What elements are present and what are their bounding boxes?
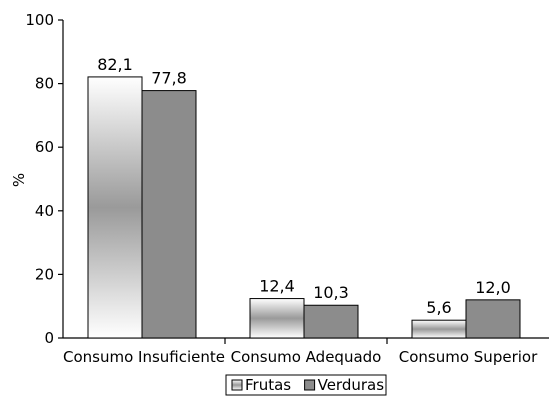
y-tick-label: 20 <box>35 265 54 283</box>
legend-swatch-frutas <box>231 379 243 391</box>
bar-frutas-0 <box>87 76 143 339</box>
plot-area: 0 20 40 60 80 100 82,1 77,8 Consumo Insuficiente… <box>25 11 549 366</box>
bar-frutas-1 <box>249 298 305 339</box>
data-label: 12,4 <box>259 277 295 296</box>
legend-swatch-verduras <box>304 379 316 391</box>
legend-label: Verduras <box>318 376 385 394</box>
data-label: 5,6 <box>426 298 451 317</box>
bar-verduras-2 <box>465 299 521 339</box>
bar-verduras-1 <box>303 304 359 339</box>
data-label: 10,3 <box>313 283 349 302</box>
y-axis-title: % <box>10 173 28 187</box>
category-label: Consumo Adequado <box>231 348 382 366</box>
y-tick-label: 60 <box>35 138 54 156</box>
y-tick-label: 40 <box>35 202 54 220</box>
legend: Frutas Verduras <box>225 374 387 396</box>
category-label: Consumo Insuficiente <box>63 348 225 366</box>
y-tick-label: 100 <box>25 11 54 29</box>
data-label: 12,0 <box>475 278 511 297</box>
category-label: Consumo Superior <box>399 348 538 366</box>
data-label: 82,1 <box>97 55 133 74</box>
bar-verduras-0 <box>141 90 197 339</box>
bar-frutas-2 <box>411 319 467 339</box>
data-label: 77,8 <box>151 69 187 88</box>
legend-label: Frutas <box>245 376 291 394</box>
y-tick-label: 0 <box>44 329 54 347</box>
y-tick-label: 80 <box>35 75 54 93</box>
